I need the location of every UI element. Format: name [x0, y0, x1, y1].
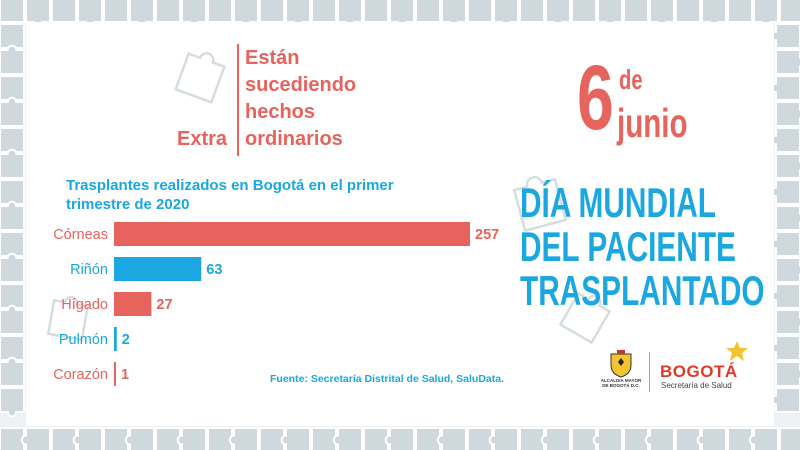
- bar: [114, 257, 202, 281]
- puzzle-piece: [0, 252, 25, 283]
- puzzle-piece: [675, 0, 701, 23]
- headline-divider: [237, 44, 239, 156]
- puzzle-piece: [124, 427, 155, 450]
- event-title-line-3: TRASPLANTADO: [520, 267, 765, 314]
- puzzle-piece: [363, 0, 389, 23]
- bogota-subtitle: Secretaría de Salud: [661, 381, 732, 390]
- headline-line-1: Están: [245, 47, 300, 69]
- puzzle-piece: [727, 0, 753, 23]
- category-label: Córneas: [53, 227, 108, 243]
- puzzle-piece: [280, 427, 311, 450]
- puzzle-piece-icon: [558, 291, 612, 345]
- puzzle-piece: [228, 427, 259, 450]
- puzzle-piece: [0, 304, 25, 335]
- puzzle-piece: [775, 101, 800, 127]
- data-label: 257: [475, 227, 499, 243]
- puzzle-piece: [332, 427, 363, 450]
- puzzle-piece: [311, 0, 337, 23]
- puzzle-piece: [519, 0, 545, 23]
- bar: [114, 327, 117, 351]
- puzzle-piece: [436, 427, 467, 450]
- puzzle-piece: [415, 0, 441, 23]
- category-label: Pulmón: [59, 332, 108, 348]
- category-label: Riñón: [70, 262, 108, 278]
- puzzle-piece: [20, 427, 51, 450]
- chart-source: Fuente: Secretaría Distrital de Salud, S…: [270, 373, 504, 385]
- puzzle-piece: [571, 0, 597, 23]
- category-label: Hígado: [61, 297, 108, 313]
- puzzle-piece-icon: [512, 175, 568, 233]
- puzzle-piece: [775, 361, 800, 387]
- date-de: de: [619, 64, 643, 95]
- puzzle-piece: [644, 427, 675, 450]
- puzzle-piece: [748, 427, 779, 450]
- puzzle-piece: [775, 49, 800, 75]
- alcaldia-text: ALCALDÍA MAYOR DE BOGOTÁ D.C.: [600, 378, 642, 388]
- event-title-line-1: DÍA MUNDIAL: [520, 179, 717, 226]
- data-label: 1: [121, 367, 129, 383]
- category-label: Corazón: [53, 367, 108, 383]
- puzzle-piece: [384, 427, 415, 450]
- puzzle-piece: [0, 387, 25, 418]
- puzzle-piece: [0, 44, 25, 75]
- puzzle-piece: [103, 0, 129, 23]
- data-label: 27: [156, 297, 172, 313]
- puzzle-piece: [176, 427, 207, 450]
- puzzle-piece: [775, 257, 800, 283]
- bogota-logo-text: BOGOTÁ: [660, 362, 738, 381]
- headline-line-4-right: ordinarios: [245, 128, 343, 150]
- puzzle-piece: [467, 0, 493, 23]
- data-label: 2: [122, 332, 130, 348]
- puzzle-piece: [72, 427, 103, 450]
- headline-line-4-left: Extra: [177, 128, 228, 150]
- puzzle-piece: [623, 0, 649, 23]
- bar: [114, 292, 152, 316]
- puzzle-piece: [696, 427, 727, 450]
- coat-of-arms-icon: [610, 350, 632, 378]
- puzzle-piece: [775, 153, 800, 179]
- puzzle-piece: [0, 356, 25, 387]
- puzzle-piece: [0, 96, 25, 127]
- event-title-line-2: DEL PACIENTE: [520, 223, 736, 270]
- puzzle-piece: [0, 200, 25, 231]
- headline-line-2: sucediendo: [245, 74, 357, 96]
- chart-title: Trasplantes realizados en Bogotá en el p…: [66, 177, 394, 213]
- puzzle-piece-icon: [174, 52, 226, 104]
- puzzle-piece: [155, 0, 181, 23]
- puzzle-piece: [540, 427, 571, 450]
- star-icon: [726, 341, 748, 361]
- puzzle-piece: [488, 427, 519, 450]
- puzzle-piece: [207, 0, 233, 23]
- puzzle-piece: [0, 0, 25, 23]
- puzzle-piece: [51, 0, 77, 23]
- puzzle-piece: [775, 205, 800, 231]
- data-label: 63: [206, 262, 222, 278]
- logo-separator: [649, 352, 650, 392]
- date-day: 6: [577, 47, 614, 149]
- puzzle-piece: [775, 309, 800, 335]
- bar: [114, 362, 116, 386]
- puzzle-piece-icon: [46, 295, 90, 342]
- bar: [114, 222, 470, 246]
- puzzle-piece: [779, 0, 800, 23]
- headline-line-3: hechos: [245, 101, 316, 123]
- puzzle-piece: [259, 0, 285, 23]
- puzzle-piece: [0, 148, 25, 179]
- puzzle-piece: [592, 427, 623, 450]
- puzzle-piece: [779, 427, 800, 450]
- date-month: junio: [617, 100, 688, 146]
